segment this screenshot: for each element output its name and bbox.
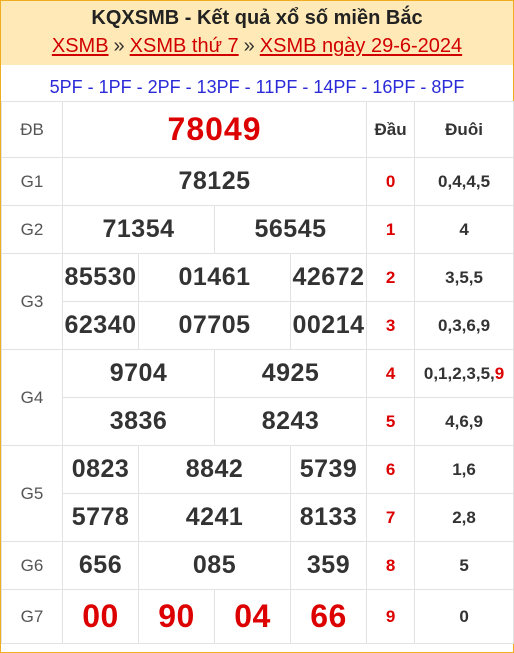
breadcrumb-separator: » (113, 35, 125, 57)
table-row: 62340 07705 00214 3 0,3,6,9 (2, 301, 514, 350)
g3-number: 42672 (289, 253, 368, 302)
special-codes-row: 5PF -1PF -2PF -13PF -11PF -14PF -16PF -8PF (1, 65, 513, 101)
breadcrumb-xsmb[interactable]: XSMB (51, 35, 109, 57)
code-separator: - (185, 77, 192, 97)
special-code: 14PF (313, 77, 357, 97)
loto-tail: 2,8 (414, 493, 514, 542)
code-separator: - (87, 77, 94, 97)
g2-number: 56545 (213, 205, 368, 254)
loto-head: 7 (366, 493, 416, 542)
loto-head: 5 (366, 397, 416, 446)
g4-number: 4925 (213, 349, 368, 398)
special-code: 16PF (372, 77, 416, 97)
code-separator: - (244, 77, 251, 97)
code-separator: - (302, 77, 309, 97)
loto-tail: 0,4,4,5 (414, 157, 514, 206)
table-row: 3836 8243 5 4,6,9 (2, 397, 514, 446)
special-code: 11PF (255, 77, 298, 97)
special-code: 2PF (147, 77, 181, 97)
g5-number: 8842 (138, 445, 291, 494)
loto-tail: 0 (414, 589, 514, 644)
g4-number: 8243 (213, 397, 368, 446)
table-row: G2 71354 56545 1 4 (1, 205, 514, 254)
g6-number: 656 (62, 541, 139, 590)
breadcrumb-separator: » (243, 35, 255, 57)
table-row: G3 85530 01461 42672 2 3,5,5 (1, 253, 514, 350)
loto-head: 2 (366, 253, 416, 302)
breadcrumb-xsmb-date[interactable]: XSMB ngày 29-6-2024 (259, 35, 463, 57)
prize-label-g1: G1 (1, 157, 63, 206)
g5-number: 4241 (138, 493, 291, 542)
table-row: G5 0823 8842 5739 6 1,6 (1, 445, 514, 542)
g5-number: 5778 (62, 493, 139, 542)
loto-tail: 0,3,6,9 (414, 301, 514, 350)
loto-tail: 4 (414, 205, 514, 254)
dau-header: Đầu (366, 101, 416, 158)
table-row: G7 00 90 04 66 9 0 (1, 589, 514, 644)
loto-tail-highlight: 9 (494, 363, 505, 383)
g7-number: 00 (62, 589, 139, 644)
g7-number: 04 (214, 589, 291, 644)
g3-number: 62340 (62, 301, 139, 350)
code-separator: - (420, 77, 427, 97)
table-row: G6 656 085 359 8 5 (1, 541, 514, 590)
loto-tail: 0,1,2,3,5,9 (414, 349, 514, 398)
loto-head: 1 (366, 205, 416, 254)
g7-number: 66 (289, 589, 368, 644)
loto-tail-text: 0,1,2,3,5, (423, 363, 495, 383)
prize-label-g3: G3 (1, 253, 63, 350)
special-code: 1PF (98, 77, 132, 97)
loto-tail: 3,5,5 (414, 253, 514, 302)
prize-label-g5: G5 (1, 445, 63, 542)
prize-label-db: ĐB (1, 101, 63, 158)
table-row: G1 78125 0 0,4,4,5 (1, 157, 514, 206)
breadcrumb-xsmb-thu-7[interactable]: XSMB thứ 7 (129, 35, 239, 57)
g5-number: 5739 (289, 445, 368, 494)
g4-number: 3836 (62, 397, 215, 446)
breadcrumb: XSMB» XSMB thứ 7» XSMB ngày 29-6-2024 (1, 34, 513, 58)
prize-label-g7: G7 (1, 589, 63, 644)
g6-number: 359 (289, 541, 368, 590)
g6-number: 085 (138, 541, 291, 590)
loto-head: 8 (366, 541, 416, 590)
prize-label-g2: G2 (1, 205, 63, 254)
g2-number: 71354 (62, 205, 215, 254)
prize-label-g4: G4 (1, 349, 63, 446)
special-code: 13PF (196, 77, 240, 97)
g7-number: 90 (138, 589, 215, 644)
loto-tail: 5 (414, 541, 514, 590)
loto-tail: 1,6 (414, 445, 514, 494)
loto-head: 0 (366, 157, 416, 206)
special-code: 5PF (49, 77, 83, 97)
g1-number: 78125 (61, 157, 368, 206)
g3-number: 01461 (138, 253, 291, 302)
loto-head: 6 (366, 445, 416, 494)
g3-number: 07705 (138, 301, 291, 350)
header: KQXSMB - Kết quả xổ số miền Bắc XSMB» XSM… (1, 1, 513, 65)
loto-head: 9 (366, 589, 416, 644)
results-table: ĐB 78049 Đầu Đuôi G1 78125 0 0,4,4,5 G2 … (1, 101, 514, 644)
page-title: KQXSMB - Kết quả xổ số miền Bắc (91, 7, 423, 29)
g5-number: 8133 (289, 493, 368, 542)
code-separator: - (361, 77, 368, 97)
special-prize-number: 78049 (61, 101, 368, 158)
prize-label-g6: G6 (1, 541, 63, 590)
g3-number: 00214 (289, 301, 368, 350)
table-row: ĐB 78049 Đầu Đuôi (1, 101, 514, 158)
g4-number: 9704 (62, 349, 215, 398)
loto-head: 4 (366, 349, 416, 398)
table-row: 5778 4241 8133 7 2,8 (2, 493, 514, 542)
g3-number: 85530 (62, 253, 139, 302)
duoi-header: Đuôi (414, 101, 514, 158)
g5-number: 0823 (62, 445, 139, 494)
loto-tail: 4,6,9 (414, 397, 514, 446)
special-code: 8PF (431, 77, 465, 97)
table-row: G4 9704 4925 4 0,1,2,3,5,9 (1, 349, 514, 446)
code-separator: - (136, 77, 143, 97)
loto-head: 3 (366, 301, 416, 350)
